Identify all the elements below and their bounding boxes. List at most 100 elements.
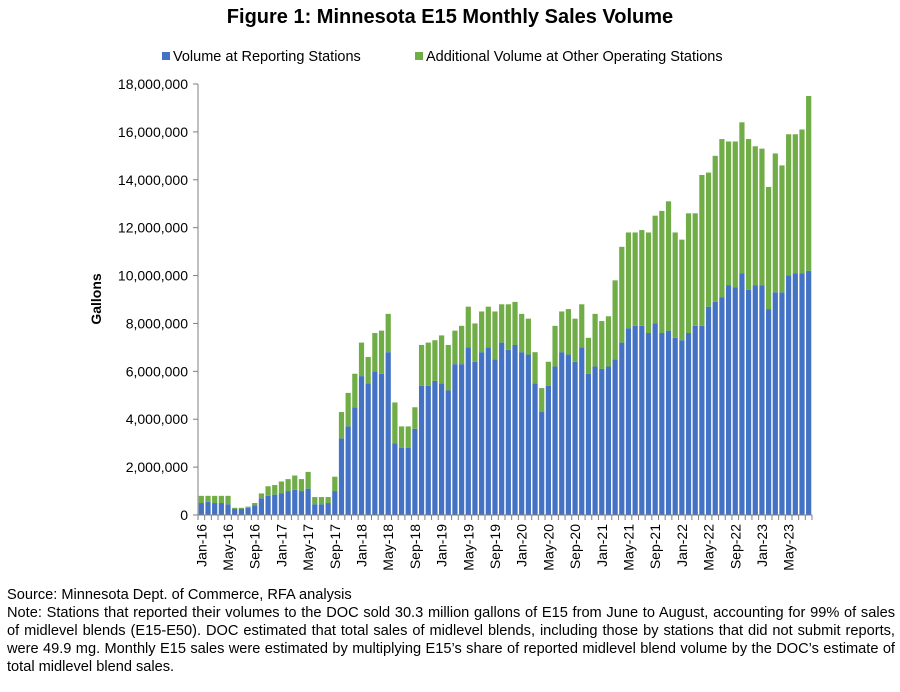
x-tick-label: Sep-21	[647, 524, 663, 569]
x-tick-label: May-23	[781, 524, 797, 571]
bar-reporting-may-19	[465, 347, 471, 515]
bar-reporting-oct-22	[739, 273, 745, 515]
bar-additional-jun-16	[232, 507, 238, 510]
bar-reporting-nov-20	[585, 373, 592, 515]
bar-reporting-aug-22	[725, 285, 732, 515]
bar-reporting-mar-16	[212, 503, 218, 515]
bar-additional-nov-17	[345, 392, 351, 427]
bar-reporting-jan-16	[198, 503, 204, 515]
bar-reporting-apr-20	[539, 412, 545, 515]
x-tick-label: May-16	[220, 524, 236, 571]
bar-additional-nov-19	[505, 304, 511, 350]
bar-reporting-apr-18	[378, 373, 385, 515]
bar-reporting-jan-21	[599, 368, 605, 515]
x-tick-label: Jan-16	[193, 524, 209, 567]
x-tick-label: Jan-21	[594, 524, 610, 567]
bar-reporting-oct-16	[258, 498, 265, 515]
bar-reporting-jan-20	[519, 352, 525, 515]
bar-reporting-sep-19	[492, 359, 498, 515]
bar-reporting-jul-17	[318, 504, 325, 515]
bar-additional-may-18	[385, 313, 391, 353]
bar-reporting-sep-20	[572, 361, 578, 515]
source-note: Source: Minnesota Dept. of Commerce, RFA…	[7, 587, 352, 603]
bar-additional-mar-21	[612, 280, 618, 360]
bar-additional-jul-19	[479, 311, 485, 353]
bar-reporting-jun-21	[632, 325, 638, 515]
x-tick-label: Jan-17	[273, 524, 289, 567]
bar-reporting-jul-16	[238, 509, 244, 515]
bar-additional-feb-19	[445, 344, 451, 391]
bar-additional-jul-17	[318, 497, 325, 505]
bar-reporting-jan-19	[439, 383, 445, 515]
bar-reporting-sep-16	[252, 505, 258, 515]
bar-reporting-nov-16	[265, 495, 271, 515]
bar-additional-dec-16	[272, 485, 278, 495]
bar-additional-oct-22	[739, 122, 745, 274]
bar-reporting-mar-19	[452, 364, 458, 515]
x-tick-label: May-18	[380, 524, 396, 571]
bar-reporting-nov-22	[746, 289, 752, 515]
bar-additional-may-16	[225, 495, 231, 505]
bar-reporting-jul-21	[639, 325, 645, 515]
bar-reporting-apr-22	[699, 325, 705, 515]
x-tick-label: Jan-23	[754, 524, 770, 567]
x-tick-label: Sep-17	[327, 524, 343, 569]
y-tick-label: 10,000,000	[118, 268, 188, 284]
bar-additional-aug-21	[645, 232, 652, 334]
bar-additional-may-20	[545, 361, 551, 386]
bar-reporting-sep-18	[412, 428, 418, 515]
x-axis: Jan-16 May-16 Sep-16 Jan-17 May-17 Sep-17 Jan-…	[193, 515, 813, 571]
y-axis-title: Gallons	[88, 273, 104, 325]
y-tick-label: 0	[180, 507, 188, 523]
y-tick-label: 18,000,000	[118, 76, 188, 92]
bar-additional-oct-16	[258, 493, 265, 499]
bar-additional-jul-20	[559, 311, 565, 353]
bar-additional-jan-20	[519, 313, 525, 353]
bar-reporting-jan-18	[358, 376, 365, 515]
bar-additional-jun-20	[552, 325, 558, 367]
bar-reporting-jan-23	[759, 285, 765, 515]
bar-reporting-nov-17	[345, 426, 351, 515]
bar-reporting-mar-18	[372, 371, 378, 515]
x-tick-label: Jan-19	[434, 524, 450, 567]
bar-additional-nov-21	[665, 201, 672, 331]
footnote: Note: Stations that reported their volum…	[7, 605, 895, 675]
bar-additional-feb-23	[766, 186, 772, 310]
x-tick-label: May-21	[620, 524, 636, 571]
bar-additional-nov-16	[265, 486, 271, 496]
bar-reporting-jul-20	[559, 352, 565, 515]
x-tick-label: Sep-16	[247, 524, 263, 569]
bar-reporting-dec-22	[752, 285, 758, 515]
bar-additional-dec-17	[352, 373, 358, 408]
bar-reporting-feb-19	[445, 390, 451, 515]
bar-additional-jan-21	[599, 321, 605, 369]
bar-reporting-dec-17	[352, 407, 358, 515]
bar-reporting-oct-17	[338, 438, 345, 515]
y-tick-label: 2,000,000	[126, 459, 188, 475]
bar-additional-oct-18	[418, 344, 425, 386]
bar-reporting-dec-16	[272, 494, 278, 515]
bar-additional-apr-19	[459, 325, 465, 365]
bar-additional-jul-22	[719, 139, 725, 298]
bar-reporting-jan-17	[278, 493, 285, 515]
bar-additional-oct-21	[659, 210, 665, 334]
bar-additional-may-22	[705, 172, 712, 307]
bar-additional-may-19	[465, 306, 471, 348]
bar-additional-jan-16	[198, 495, 204, 504]
bar-additional-sep-20	[572, 318, 578, 362]
bar-reporting-aug-21	[645, 333, 652, 515]
x-tick-label: May-19	[460, 524, 476, 571]
y-tick-label: 8,000,000	[126, 315, 188, 331]
bar-reporting-jun-18	[392, 443, 398, 515]
bar-additional-aug-23	[806, 95, 812, 271]
bar-reporting-feb-20	[525, 354, 531, 515]
x-tick-label: Sep-22	[727, 524, 743, 569]
bar-reporting-apr-17	[298, 491, 305, 515]
bar-reporting-feb-22	[685, 333, 692, 515]
bar-additional-apr-20	[539, 388, 545, 413]
bar-reporting-mar-17	[292, 489, 298, 515]
bar-additional-feb-20	[525, 318, 531, 355]
y-tick-label: 6,000,000	[126, 363, 188, 379]
bar-additional-may-21	[625, 232, 632, 329]
bar-additional-mar-23	[772, 153, 778, 293]
